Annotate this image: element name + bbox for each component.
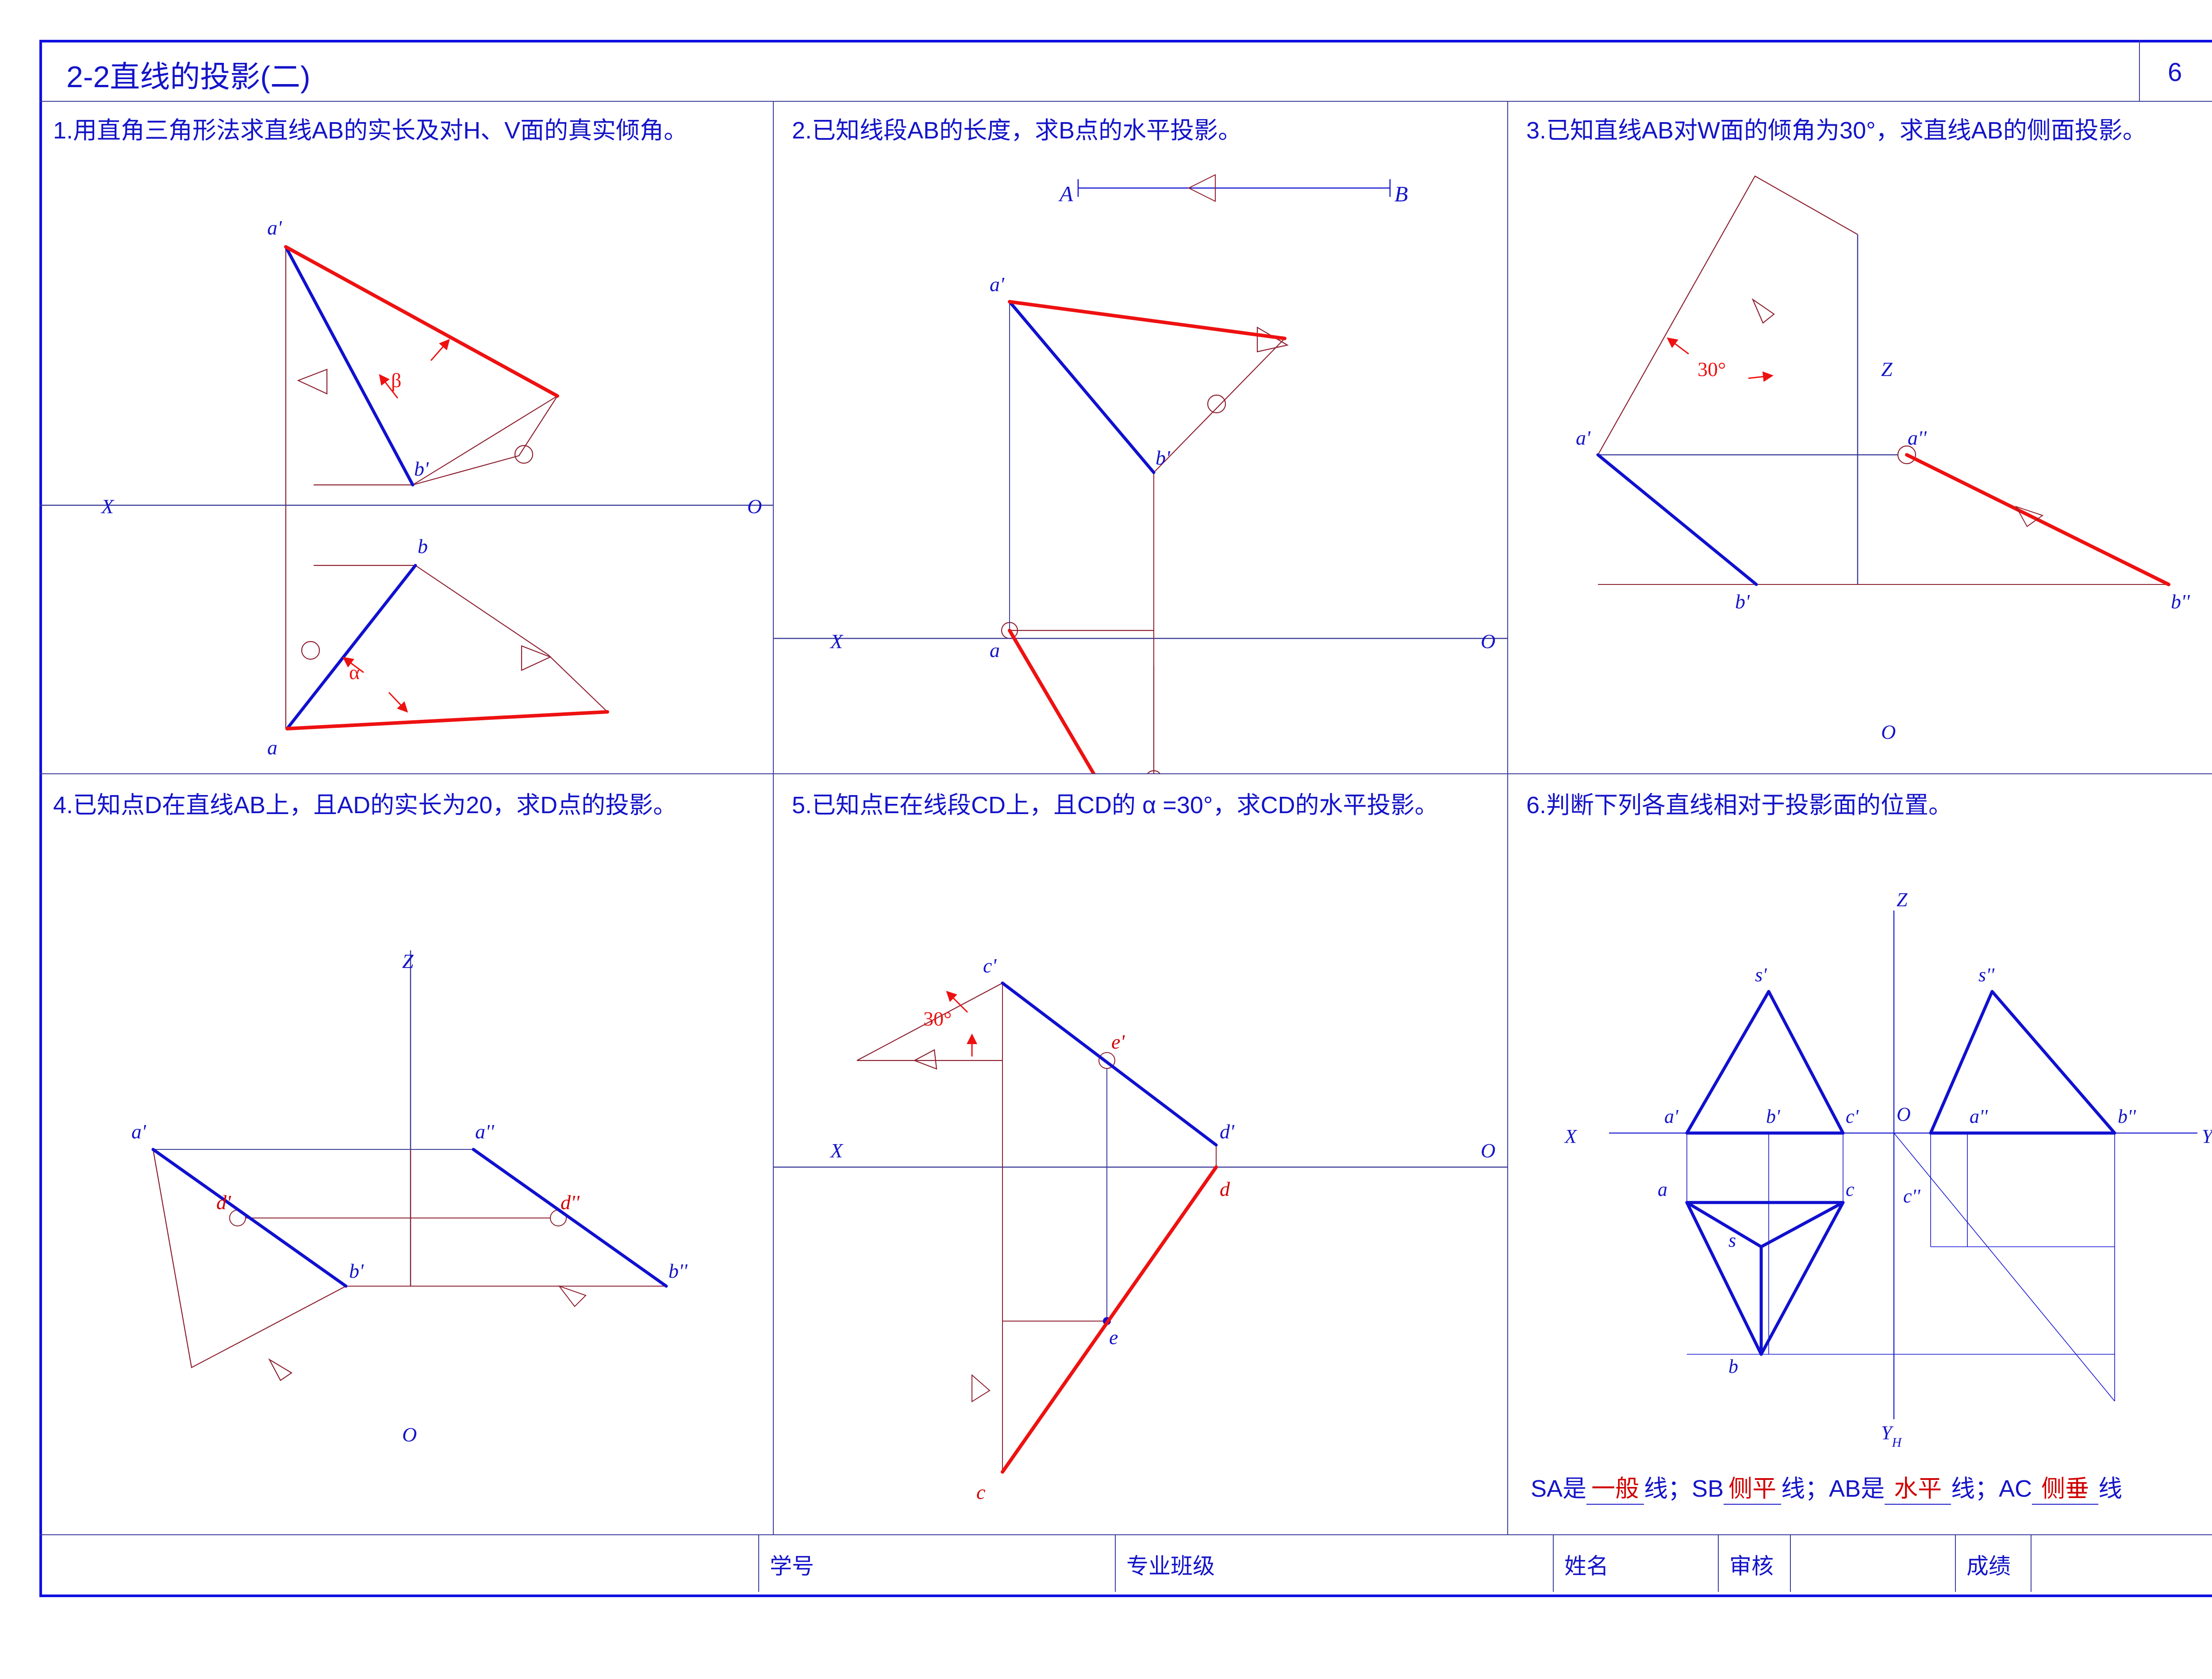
svg-text:d'': d'' [561,1191,580,1214]
svg-text:Z: Z [402,950,414,972]
svg-text:c: c [976,1481,985,1503]
svg-text:B: B [1394,181,1408,206]
svg-text:30°: 30° [923,1007,952,1030]
svg-text:α: α [349,661,360,684]
svg-text:a': a' [1664,1106,1679,1127]
svg-text:YH: YH [1881,1422,1902,1450]
svg-text:a'': a'' [1970,1106,1988,1127]
svg-text:Z: Z [1897,889,1908,911]
svg-text:β: β [391,369,401,392]
svg-text:b: b [418,535,428,557]
svg-text:a: a [990,639,1000,661]
svg-text:A: A [1058,181,1073,206]
svg-text:a: a [1658,1179,1667,1200]
svg-text:b: b [1728,1356,1738,1377]
svg-text:O: O [402,1423,417,1446]
svg-text:O: O [1881,721,1896,743]
svg-text:d': d' [216,1191,231,1214]
svg-text:a'': a'' [1908,426,1927,449]
svg-text:X: X [1564,1126,1578,1147]
svg-text:b'': b'' [668,1260,688,1282]
svg-text:b': b' [414,457,429,480]
svg-text:X: X [830,1139,844,1162]
svg-text:b': b' [1766,1106,1781,1127]
svg-text:c': c' [1846,1106,1859,1127]
svg-text:X: X [100,495,115,518]
svg-text:s: s [1728,1229,1736,1251]
svg-text:a'': a'' [475,1120,495,1143]
svg-text:d': d' [1220,1120,1235,1143]
svg-text:X: X [830,630,844,653]
svg-text:a': a' [1576,426,1591,449]
svg-text:O: O [1481,1139,1495,1162]
svg-text:a': a' [267,216,282,239]
svg-text:30°: 30° [1697,358,1726,380]
svg-text:Z: Z [1881,358,1893,380]
svg-text:s': s' [1755,964,1767,986]
svg-text:c'': c'' [1903,1185,1921,1207]
svg-text:O: O [1481,630,1495,653]
svg-text:e: e [1109,1326,1118,1349]
svg-text:b': b' [349,1260,364,1282]
svg-text:b': b' [1156,446,1171,469]
svg-text:c: c [1846,1179,1855,1200]
svg-text:Yw: Yw [2202,1126,2212,1153]
svg-text:c': c' [983,954,997,977]
svg-text:a': a' [131,1120,146,1143]
svg-text:b'': b'' [2171,590,2190,613]
svg-text:a: a [267,736,277,759]
svg-text:e': e' [1111,1030,1125,1053]
svg-text:O: O [747,495,762,518]
svg-text:b': b' [1735,590,1750,613]
svg-text:a': a' [990,273,1005,296]
svg-text:s'': s'' [1978,964,1995,986]
svg-text:d: d [1220,1178,1230,1200]
svg-text:O: O [1897,1103,1911,1125]
svg-text:b'': b'' [2118,1106,2136,1127]
